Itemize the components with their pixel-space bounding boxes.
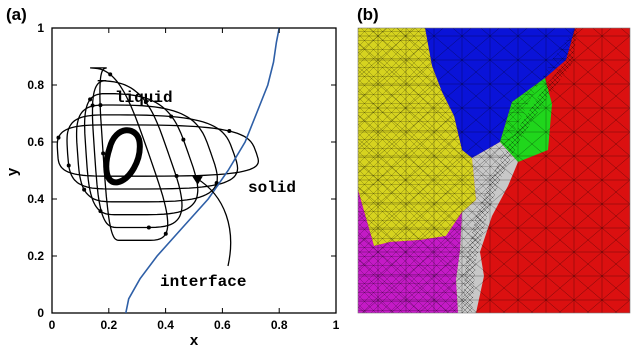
y-tick-label: 0.2: [27, 249, 44, 263]
mesh-frame: [357, 27, 631, 314]
streamline-arrow: [146, 225, 151, 230]
streamline-arrow: [88, 97, 93, 102]
x-tick-label: 1: [333, 318, 340, 332]
streamline-arrow: [181, 137, 186, 142]
streamline-arrow: [143, 100, 148, 105]
panel-b-label: (b): [357, 5, 379, 24]
annotation-interface: interface: [160, 273, 246, 291]
x-tick-label: 0.2: [100, 318, 117, 332]
streamline-arrow: [163, 231, 168, 236]
y-axis-label: y: [4, 167, 21, 176]
streamline-arrow: [66, 163, 71, 168]
x-axis-ticks: 0 0.2 0.4 0.6 0.8 1: [49, 28, 340, 332]
panel-a: (a) 0 0.2 0.4 0.6 0.8 1 0 0.2 0.4 0.6 0.8 1 x y li…: [4, 5, 340, 348]
streamline-arrow: [227, 129, 232, 134]
mesh-overlay-dense: [462, 28, 578, 313]
x-tick-label: 0.4: [157, 318, 174, 332]
x-axis-label: x: [190, 332, 199, 348]
y-tick-label: 1: [37, 21, 44, 35]
streamline: [91, 80, 183, 229]
streamline: [56, 124, 260, 177]
annotation-solid: solid: [248, 179, 296, 197]
interface-line: [125, 27, 280, 314]
panel-a-label: (a): [6, 5, 27, 24]
streamline-arrow: [90, 103, 95, 108]
mesh-overlay-fine: [358, 28, 575, 313]
x-tick-label: 0.8: [271, 318, 288, 332]
streamline-arrow: [101, 151, 106, 156]
streamline-arrow: [56, 135, 61, 140]
x-tick-label: 0.6: [214, 318, 231, 332]
interface-arrow: [191, 175, 232, 267]
streamlines: [56, 67, 260, 241]
y-axis-ticks: 0 0.2 0.4 0.6 0.8 1: [27, 21, 336, 320]
streamline-arrow: [108, 72, 113, 77]
y-tick-label: 0.4: [27, 192, 44, 206]
vortex-core: [103, 127, 143, 186]
plot-frame: [51, 27, 337, 314]
y-tick-label: 0.6: [27, 135, 44, 149]
annotation-liquid: liquid: [115, 89, 173, 107]
y-tick-label: 0.8: [27, 78, 44, 92]
panel-b: (b): [357, 5, 631, 314]
streamline-arrow: [214, 180, 219, 185]
vortex-loop: [103, 127, 143, 186]
x-tick-label: 0: [49, 318, 56, 332]
mesh-partition: [358, 28, 630, 313]
streamline-arrow: [82, 187, 87, 192]
streamline: [83, 92, 199, 216]
y-tick-label: 0: [37, 306, 44, 320]
